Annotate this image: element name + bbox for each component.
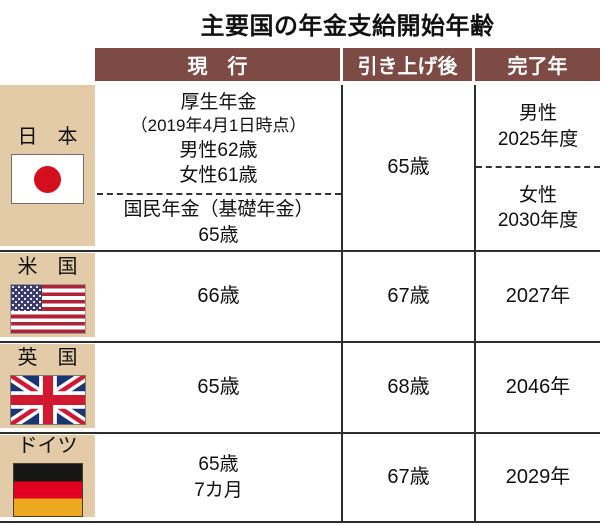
page-title: 主要国の年金支給開始年齢: [200, 13, 495, 40]
header-cell-current: 現 行: [95, 48, 340, 81]
row-divider: [0, 341, 600, 343]
completion-year: 2030年度: [497, 210, 579, 231]
country-label-germany: ドイツ: [17, 434, 78, 457]
country-cell-uk: 英 国: [0, 344, 95, 428]
country-label-usa: 米 国: [17, 255, 78, 278]
usa-flag-canton: [10, 284, 42, 311]
scheme-name: 国民年金（基礎年金）: [123, 199, 314, 221]
table-bottom-border: [0, 521, 600, 523]
japan-flag-icon: [11, 154, 84, 204]
uk-flag-icon: [9, 374, 86, 425]
scheme-age: 65歳: [198, 224, 239, 246]
japan-flag-sun: [34, 165, 61, 193]
country-cell-germany: ドイツ: [0, 435, 95, 517]
japan-current-national-pension: 国民年金（基礎年金） 65歳: [98, 196, 339, 249]
usa-flag-icon: [9, 283, 86, 334]
country-cell-usa: 米 国: [0, 253, 95, 337]
country-label-uk: 英 国: [17, 346, 78, 369]
row-divider: [0, 432, 600, 434]
scheme-note: （2019年4月1日時点）: [130, 116, 307, 136]
completion-year: 2025年度: [497, 128, 579, 150]
japan-completion-divider: [476, 166, 600, 168]
uk-current-age: 65歳: [197, 376, 240, 399]
uk-completion-year: 2046年: [505, 376, 571, 399]
uk-after-raise-age: 68歳: [387, 376, 430, 399]
female-age: 女性61歳: [179, 164, 258, 186]
usa-current-age: 66歳: [197, 285, 240, 308]
column-divider: [341, 85, 343, 523]
table-header-row: 現 行 引き上げ後 完了年: [95, 48, 600, 81]
header-cell-after-raise: 引き上げ後: [343, 48, 472, 81]
male-age: 男性62歳: [179, 139, 258, 161]
completion-label: 女性: [518, 184, 557, 206]
usa-completion-year: 2027年: [505, 285, 571, 308]
japan-completion-male: 男性 2025年度: [478, 88, 598, 165]
germany-completion-year: 2029年: [505, 466, 571, 489]
germany-flag-icon: [12, 462, 83, 517]
japan-completion-female: 女性 2030年度: [478, 168, 598, 248]
country-label-japan: 日 本: [17, 126, 78, 148]
japan-current-employees-pension: 厚生年金 （2019年4月1日時点） 男性62歳 女性61歳: [98, 86, 339, 192]
germany-after-raise-age: 67歳: [387, 466, 430, 489]
germany-current-age: 65歳 7カ月: [98, 435, 339, 520]
header-cell-completion-year: 完了年: [475, 48, 600, 81]
country-cell-japan: 日 本: [0, 85, 95, 246]
usa-after-raise-age: 67歳: [387, 285, 430, 308]
current-age-line2: 7カ月: [194, 479, 243, 501]
current-age-line1: 65歳: [198, 454, 239, 476]
column-divider: [474, 85, 476, 523]
row-divider: [0, 250, 600, 252]
japan-current-divider: [97, 193, 341, 195]
completion-label: 男性: [518, 103, 557, 125]
scheme-name: 厚生年金: [180, 92, 257, 114]
japan-after-raise-age: 65歳: [387, 156, 430, 179]
